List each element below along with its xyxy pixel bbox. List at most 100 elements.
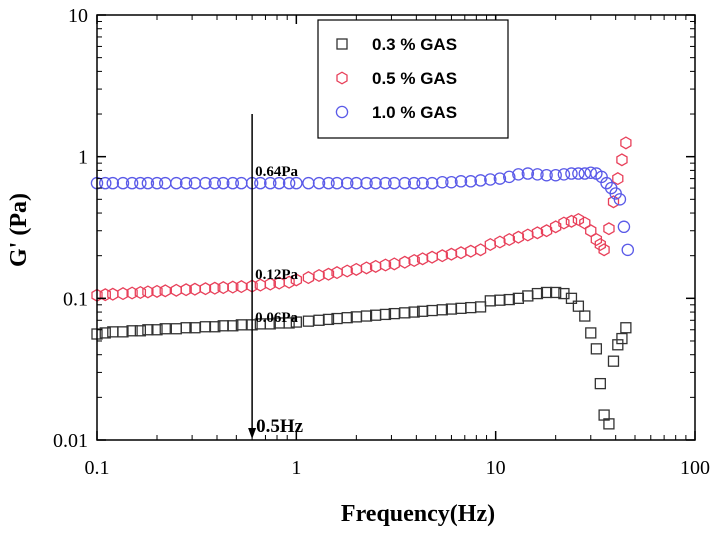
data-point: [227, 280, 239, 294]
data-point: [254, 176, 267, 190]
data-point: [572, 167, 585, 180]
data-point: [603, 418, 615, 430]
data-point: [126, 286, 138, 300]
data-point: [408, 253, 420, 268]
frequency-marker-arrowhead: [248, 428, 257, 439]
data-point: [142, 324, 154, 336]
data-point: [540, 224, 553, 238]
data-point: [503, 293, 515, 306]
data-point: [572, 212, 585, 227]
data-point: [603, 222, 615, 236]
data-point: [341, 312, 353, 324]
data-point: [159, 323, 171, 335]
data-point: [159, 284, 171, 298]
data-point: [445, 175, 458, 189]
data-point: [134, 325, 147, 337]
data-point: [217, 176, 230, 190]
annotation-label: 0.06Pa: [255, 310, 298, 326]
data-point: [464, 175, 478, 188]
data-point: [590, 343, 603, 355]
data-point: [199, 176, 212, 190]
data-point: [369, 176, 382, 190]
data-point: [572, 300, 585, 312]
data-point: [621, 243, 635, 257]
data-point: [322, 313, 335, 326]
x-axis-title: Frequency(Hz): [341, 501, 495, 527]
data-point: [549, 168, 562, 182]
data-point: [209, 281, 221, 295]
data-point: [151, 324, 163, 336]
data-point: [436, 175, 449, 189]
data-point: [180, 322, 192, 334]
data-point: [594, 237, 606, 252]
data-point: [340, 176, 354, 190]
data-point: [531, 226, 544, 240]
data-point: [388, 176, 401, 190]
data-point: [150, 176, 164, 190]
data-point: [503, 170, 516, 184]
data-point: [106, 176, 120, 190]
data-point: [330, 176, 344, 190]
data-point: [117, 287, 129, 301]
data-point: [531, 168, 544, 181]
data-point: [379, 176, 392, 190]
data-point: [117, 326, 129, 338]
data-point: [99, 288, 111, 302]
annotation-layer: 0.64Pa 0.12Pa 0.06Pa 0.5Hz: [248, 114, 304, 439]
data-point: [264, 277, 276, 291]
data-point: [493, 172, 507, 185]
data-point: [290, 176, 303, 190]
data-point: [408, 306, 420, 318]
data-point: [151, 284, 163, 298]
data-point: [607, 355, 620, 367]
data-point: [170, 176, 183, 190]
x-tick-label: 100: [680, 457, 710, 479]
plot-layer: [90, 136, 635, 430]
y-tick-label: 10: [68, 5, 88, 27]
data-point: [312, 176, 326, 190]
data-point: [134, 176, 147, 190]
data-point: [360, 261, 373, 275]
data-point: [264, 318, 276, 330]
series-square: [91, 286, 632, 430]
data-point: [282, 176, 296, 190]
data-point: [322, 176, 335, 190]
data-point: [549, 220, 562, 234]
y-tick-label: 0.1: [63, 288, 88, 310]
data-point: [379, 258, 392, 272]
data-point: [531, 287, 544, 300]
data-point: [494, 235, 506, 249]
data-point: [454, 175, 468, 188]
data-point: [616, 332, 628, 345]
data-point: [598, 243, 610, 257]
legend: 0.3 % GAS 0.5 % GAS 1.0 % GAS: [317, 19, 509, 139]
data-point: [565, 167, 578, 180]
data-point: [620, 136, 632, 150]
data-point: [436, 304, 448, 316]
axis-ticks: 0.1 1 10 100 0.01 0.1 1 10: [53, 5, 710, 479]
data-point: [416, 176, 429, 190]
data-point: [474, 174, 487, 187]
legend-label: 0.3 % GAS: [372, 35, 457, 54]
data-point: [565, 214, 578, 228]
data-point: [350, 176, 363, 190]
data-point: [264, 176, 277, 190]
data-point: [141, 176, 155, 190]
data-point: [620, 322, 632, 334]
data-point: [322, 267, 335, 281]
data-point: [558, 216, 570, 230]
data-point: [208, 176, 222, 190]
data-point: [126, 325, 138, 337]
data-point: [540, 168, 553, 182]
data-point: [209, 321, 221, 333]
data-point: [617, 220, 631, 234]
data-point: [180, 283, 192, 297]
data-point: [283, 275, 295, 289]
legend-label: 1.0 % GAS: [372, 103, 457, 122]
data-point: [341, 264, 353, 278]
data-point: [116, 176, 130, 190]
data-point: [226, 176, 240, 190]
data-point: [399, 255, 411, 269]
data-point: [585, 327, 597, 339]
